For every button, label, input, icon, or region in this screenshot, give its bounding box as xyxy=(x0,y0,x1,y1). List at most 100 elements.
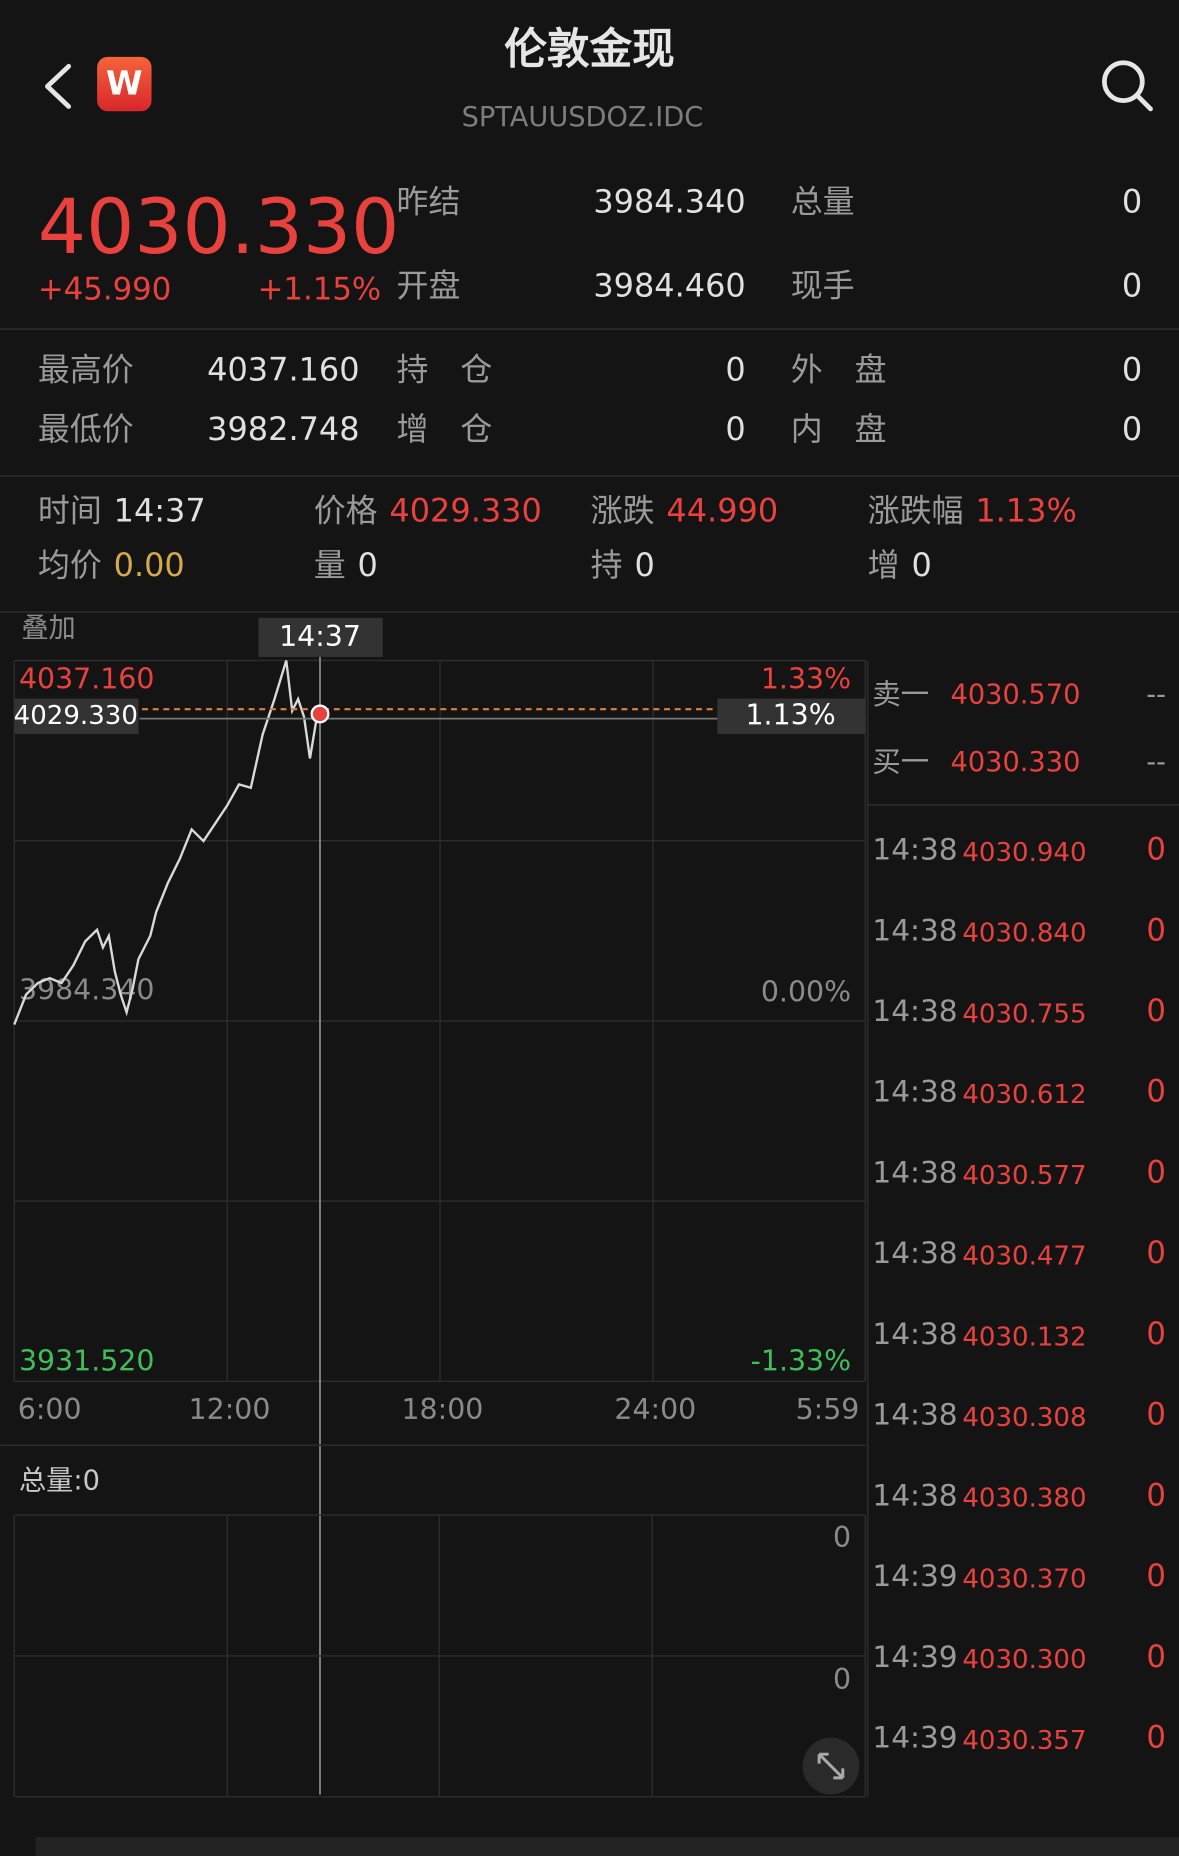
logo-letter: W xyxy=(106,64,143,103)
trade-volume: 0 xyxy=(1146,912,1166,948)
stat-value: 3984.340 xyxy=(593,183,745,221)
trade-time: 14:39 xyxy=(872,1640,957,1674)
x-tick-label: 18:00 xyxy=(402,1393,484,1426)
trade-price: 4030.380 xyxy=(962,1484,1086,1514)
book-price: 4030.570 xyxy=(951,680,1081,711)
trade-price: 4030.308 xyxy=(962,1403,1086,1433)
x-tick-label: 24:00 xyxy=(614,1393,696,1426)
trade-price: 4030.357 xyxy=(962,1726,1086,1756)
trade-time: 14:38 xyxy=(872,1075,957,1109)
detail-label: 最高价 xyxy=(38,351,134,389)
detail-label: 内 盘 xyxy=(791,410,887,448)
info-label: 涨跌幅 xyxy=(868,492,964,530)
y2-tick-label: 0.00% xyxy=(761,976,851,1009)
bottom-bar xyxy=(35,1837,1179,1856)
trade-price: 4030.840 xyxy=(962,919,1086,949)
stat-value: 3984.460 xyxy=(593,267,745,305)
trade-time: 14:38 xyxy=(872,1478,957,1512)
trade-price: 4030.132 xyxy=(962,1322,1086,1352)
overlay-button[interactable]: 叠加 xyxy=(21,613,75,644)
book-volume: -- xyxy=(1146,747,1166,778)
book-price: 4030.330 xyxy=(951,747,1081,778)
y2-tick-label: 1.33% xyxy=(761,663,851,696)
info-value: 0.00 xyxy=(114,546,185,584)
trade-price: 4030.477 xyxy=(962,1242,1086,1272)
trade-time: 14:38 xyxy=(872,994,957,1028)
stat-label: 总量 xyxy=(791,183,855,221)
symbol-code: SPTAUUSDOZ.IDC xyxy=(462,102,704,133)
trade-volume: 0 xyxy=(1146,1074,1166,1110)
detail-label: 最低价 xyxy=(38,410,134,448)
y2-tick-label: -1.33% xyxy=(751,1344,851,1377)
trade-time: 14:38 xyxy=(872,833,957,867)
info-value: 4029.330 xyxy=(389,492,541,530)
page-title: 伦敦金现 xyxy=(504,25,674,75)
trade-time: 14:38 xyxy=(872,1317,957,1351)
search-button[interactable] xyxy=(1102,60,1153,112)
crosshair-pct-box xyxy=(717,698,866,735)
trade-volume: 0 xyxy=(1146,1639,1166,1675)
trade-price: 4030.612 xyxy=(962,1080,1086,1110)
trade-volume: 0 xyxy=(1146,1558,1166,1594)
stat-value: 0 xyxy=(1122,267,1142,305)
info-label: 价格 xyxy=(314,492,378,530)
trade-volume: 0 xyxy=(1146,1720,1166,1756)
info-value: 44.990 xyxy=(666,492,778,530)
detail-label: 外 盘 xyxy=(791,351,887,389)
detail-value: 0 xyxy=(1122,351,1142,389)
trade-volume: 0 xyxy=(1146,832,1166,868)
trade-price: 4030.940 xyxy=(962,838,1086,868)
last-price: 4030.330 xyxy=(38,183,399,271)
trade-time: 14:39 xyxy=(872,1559,957,1593)
info-label: 涨跌 xyxy=(591,492,655,530)
book-label: 卖一 xyxy=(872,678,929,711)
info-label: 增 xyxy=(868,546,900,584)
trade-price: 4030.300 xyxy=(962,1645,1086,1675)
crosshair-time: 14:37 xyxy=(279,620,361,653)
trade-price: 4030.370 xyxy=(962,1564,1086,1594)
info-value: 1.13% xyxy=(975,492,1076,530)
price-change-pct: +1.15% xyxy=(258,272,382,308)
trade-price: 4030.577 xyxy=(962,1161,1086,1191)
x-tick-label: 6:00 xyxy=(18,1393,82,1426)
trade-time: 14:38 xyxy=(872,1236,957,1270)
stat-value: 0 xyxy=(1122,183,1142,221)
detail-label: 持 仓 xyxy=(397,351,493,389)
expand-button[interactable] xyxy=(802,1737,860,1795)
trade-price: 4030.755 xyxy=(962,999,1086,1029)
app-logo[interactable] xyxy=(97,56,152,112)
trade-volume: 0 xyxy=(1146,1316,1166,1352)
trade-volume: 0 xyxy=(1146,1235,1166,1271)
trade-time: 14:39 xyxy=(872,1721,957,1755)
crosshair-price: 4029.330 xyxy=(14,701,138,731)
info-value: 0 xyxy=(357,546,377,584)
info-value: 14:37 xyxy=(114,492,206,530)
info-label: 均价 xyxy=(38,546,102,584)
volume-tick-label: 0 xyxy=(833,1663,851,1696)
info-value: 0 xyxy=(634,546,654,584)
y-tick-label: 4037.160 xyxy=(19,663,154,696)
detail-value: 3982.748 xyxy=(207,410,359,448)
stat-label: 昨结 xyxy=(397,183,461,221)
trade-time: 14:38 xyxy=(872,913,957,947)
info-label: 时间 xyxy=(38,492,102,530)
trade-volume: 0 xyxy=(1146,1477,1166,1513)
x-tick-label: 12:00 xyxy=(189,1393,271,1426)
info-label: 量 xyxy=(314,546,346,584)
price-change: +45.990 xyxy=(38,272,171,308)
crosshair-dot xyxy=(310,704,330,724)
detail-value: 4037.160 xyxy=(207,351,359,389)
trade-volume: 0 xyxy=(1146,1397,1166,1433)
book-label: 买一 xyxy=(872,745,929,778)
trade-volume: 0 xyxy=(1146,993,1166,1029)
back-button[interactable] xyxy=(45,63,72,109)
crosshair-price-box xyxy=(14,698,139,735)
x-tick-label: 5:59 xyxy=(796,1393,860,1426)
detail-value: 0 xyxy=(1122,410,1142,448)
volume-label: 总量:0 xyxy=(19,1465,100,1496)
trade-time: 14:38 xyxy=(872,1155,957,1189)
info-label: 持 xyxy=(591,546,623,584)
trade-volume: 0 xyxy=(1146,1154,1166,1190)
